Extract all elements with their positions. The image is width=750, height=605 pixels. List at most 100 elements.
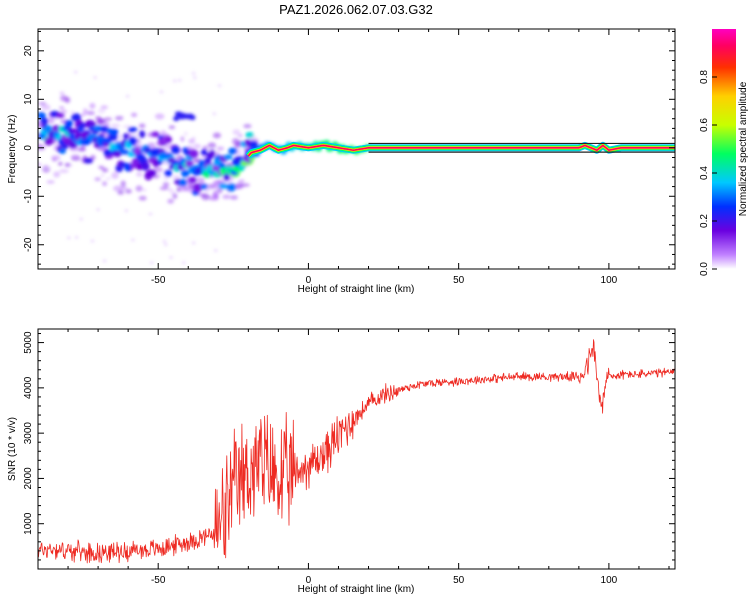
spectrogram-blob [43,125,53,133]
snr-plot-area [38,329,675,569]
spectrogram-blob [198,160,206,168]
spectrogram-blob [124,162,132,172]
spectrogram-outlier [178,79,182,82]
spectrogram-scatter [38,142,42,149]
chart-title: PAZ1.2026.062.07.03.G32 [279,2,433,17]
spectrogram-scatter [83,108,88,115]
spectrogram-outlier [157,173,161,176]
spectrogram-outlier [212,112,216,115]
spectrogram-blob [188,149,199,159]
spectrogram-outlier [54,118,58,121]
spectrogram-scatter [180,136,185,142]
snr-xlabel: Height of straight line (km) [298,584,415,595]
spectrogram-scatter [80,145,86,151]
y-tick-label: 3000 [23,422,34,445]
spectrogram-scatter [222,194,231,200]
spectrogram-blob [249,141,258,149]
spectrogram-scatter [197,193,208,197]
y-tick-label: 5000 [23,331,34,354]
spectrogram-blob [103,148,112,157]
spectrogram-outlier [96,208,100,211]
snr-frame [37,328,676,570]
colorbar-tick-label: 0.0 [699,262,710,276]
spectrogram-outlier [192,137,196,140]
spectrogram-scatter [70,154,81,160]
spectrogram-scatter [59,91,65,95]
spectrogram-scatter [172,193,178,199]
spectrogram-blob [151,131,160,138]
spectrogram-scatter [98,165,105,170]
spectrogram-outlier [90,240,94,243]
x-tick-label: 100 [601,575,618,586]
colorbar-label: Normalized spectral amplitude [738,81,749,216]
x-tick-label: 50 [453,275,465,286]
spectrogram-outlier [79,218,83,221]
spectrogram-outlier [142,189,146,192]
spectrogram-scatter [46,180,55,184]
spectrogram-scatter [58,106,65,110]
spectrogram-blob [158,151,168,159]
spectrogram-scatter [80,113,86,117]
spectrogram-scatter [179,187,190,192]
spectrogram-blob [99,125,109,133]
spectrogram-scatter [243,123,252,129]
spectrogram-blob [171,145,181,155]
spectrogram-blob [58,148,67,154]
spectrogram-blob [71,113,82,122]
spectrogram-outlier [214,249,218,252]
spectrogram-blob [78,122,87,129]
x-tick-label: 0 [306,275,312,286]
spectrogram-scatter [58,161,63,166]
spectrogram-panel: -50 0 50 100 -20 -10 0 10 20 Frequency (Hz) Heig… [7,28,676,295]
spectrogram-blob [189,115,196,121]
spectrogram-outlier [131,238,135,241]
spectrogram-scatter [230,195,239,200]
spectrogram-outlier [106,177,110,180]
spectrogram-scatter [176,187,181,192]
spectrogram-outlier [101,174,105,177]
spectrogram-blob [110,128,119,136]
spectrogram-scatter [136,171,143,177]
spectrogram-scatter [234,142,241,149]
spectrogram-scatter [168,125,176,130]
spectrogram-outlier [71,111,75,114]
spectrogram-blob [146,169,157,177]
spectrogram-scatter [232,129,241,136]
spectrogram-outlier [103,259,107,262]
spectrogram-scatter [113,185,123,192]
spectrogram-blob [62,143,69,150]
spectrogram-outlier [201,178,205,181]
spectrogram-scatter [111,172,119,180]
colorbar-tick-label: 0.2 [699,214,710,228]
spectrogram-blob [192,183,203,193]
spectrogram-outlier [173,79,177,82]
spectrogram-outlier [161,133,165,136]
spectrogram-outlier [192,72,196,75]
spectrogram-scatter [38,162,41,167]
spectrogram-scatter [103,117,113,122]
spectrogram-scatter [138,195,147,201]
spectrogram-scatter [167,198,175,204]
spectrogram-blob [40,117,49,125]
spectrogram-scatter [154,113,165,120]
spectrogram-scatter [96,118,104,126]
spectrogram-outlier [75,147,79,150]
spectrogram-blob [185,160,194,168]
spectrogram-scatter [100,105,109,110]
spectrogram-blob [67,127,75,135]
spectrogram-blob [245,131,254,138]
spectrogram-scatter [238,179,245,183]
spectrogram-scatter [41,104,51,111]
spectrogram-ridge-core [247,144,675,157]
spectrogram-xlabel: Height of straight line (km) [298,284,415,295]
x-tick-label: -50 [151,575,166,586]
spectrogram-blob [128,136,137,146]
spectrogram-scatter [122,124,132,129]
spectrogram-outlier [160,90,164,93]
y-tick-label: 1000 [23,512,34,535]
spectrogram-outlier [164,243,168,246]
spectrogram-scatter [48,117,55,124]
spectrogram-scatter [167,188,174,192]
spectrogram-outlier [93,76,97,79]
